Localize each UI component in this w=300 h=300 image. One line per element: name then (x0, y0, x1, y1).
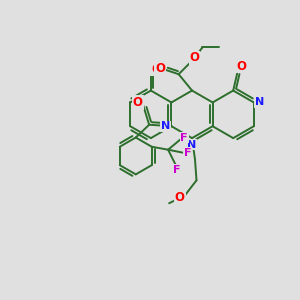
Text: O: O (155, 62, 165, 75)
Text: O: O (151, 63, 161, 76)
Text: F: F (180, 133, 188, 143)
Text: F: F (173, 165, 181, 175)
Text: N: N (188, 140, 197, 150)
Text: F: F (184, 148, 191, 158)
Text: O: O (175, 191, 185, 204)
Text: O: O (236, 60, 247, 73)
Text: N: N (161, 121, 170, 131)
Text: N: N (254, 98, 264, 107)
Text: O: O (189, 51, 200, 64)
Text: O: O (133, 96, 143, 109)
